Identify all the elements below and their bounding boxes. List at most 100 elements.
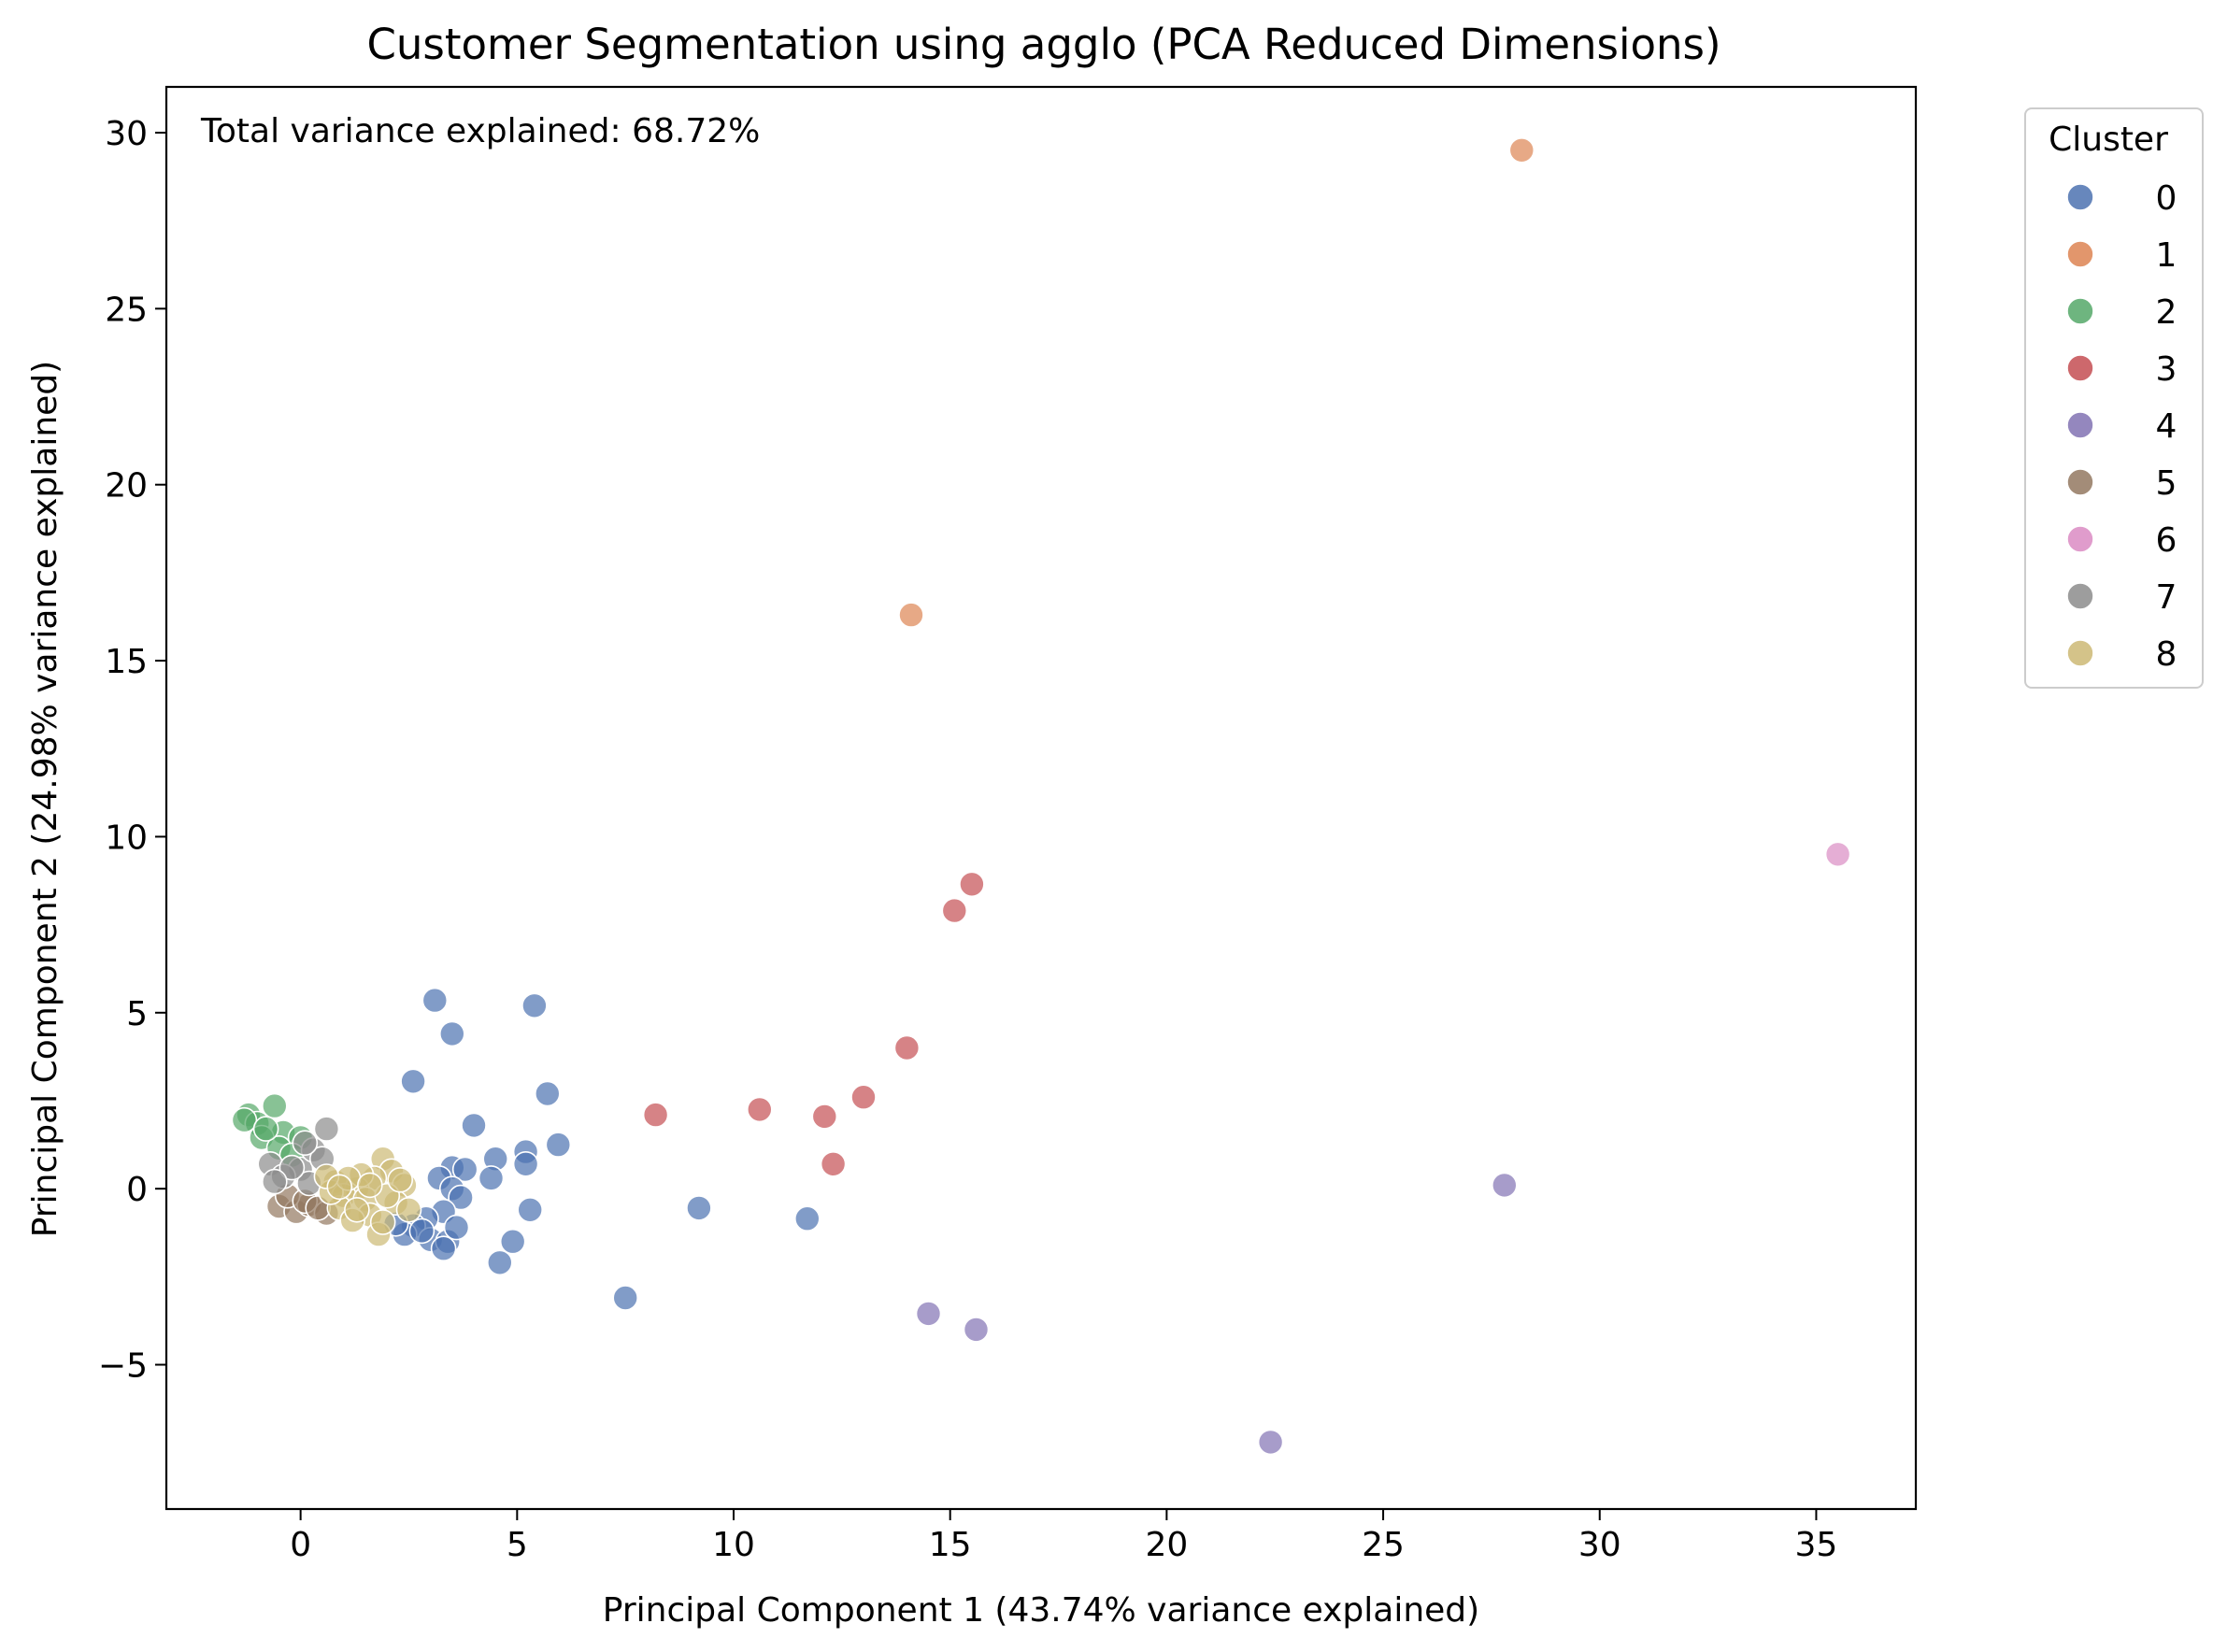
data-point — [1257, 1429, 1284, 1456]
legend-marker — [2066, 297, 2094, 325]
series-cluster-3 — [642, 871, 985, 1177]
x-tick-label: 15 — [929, 1526, 972, 1564]
data-point — [430, 1235, 457, 1261]
legend-item-cluster-4: 4 — [2066, 407, 2177, 446]
data-point — [517, 1197, 544, 1223]
legend-label: 0 — [2156, 179, 2177, 218]
legend-label: 4 — [2156, 407, 2177, 446]
y-tick-label: 10 — [105, 819, 148, 857]
legend-entries: 0 1 2 3 4 5 6 7 8 — [2066, 179, 2177, 674]
data-point — [915, 1301, 942, 1327]
data-point — [387, 1167, 414, 1193]
series-cluster-4 — [915, 1172, 1518, 1456]
y-axis-label: Principal Component 2 (24.98% variance e… — [26, 361, 64, 1237]
data-point — [356, 1172, 383, 1199]
legend-title: Cluster — [2049, 121, 2168, 159]
data-point — [261, 1092, 288, 1119]
data-point — [395, 1197, 422, 1223]
data-point — [461, 1112, 487, 1139]
legend-label: 7 — [2156, 578, 2177, 617]
data-point — [941, 897, 968, 924]
x-axis-ticks: 0 5 10 15 20 25 30 35 — [290, 1509, 1837, 1564]
data-point — [746, 1096, 773, 1123]
data-point — [448, 1184, 474, 1211]
data-point — [793, 1205, 821, 1232]
legend-item-cluster-0: 0 — [2066, 179, 2177, 218]
data-point — [499, 1228, 526, 1255]
legend-label: 5 — [2156, 464, 2177, 503]
data-point — [421, 987, 449, 1014]
series-cluster-6 — [1824, 841, 1851, 868]
data-point — [344, 1197, 370, 1223]
x-tick-label: 25 — [1362, 1526, 1405, 1564]
data-point — [252, 1116, 279, 1142]
data-point — [400, 1068, 426, 1095]
chart-title: Customer Segmentation using agglo (PCA R… — [366, 20, 1720, 69]
data-point — [408, 1218, 435, 1245]
y-tick-label: −5 — [98, 1347, 148, 1386]
series-cluster-7 — [257, 1116, 340, 1197]
x-tick-label: 5 — [507, 1526, 528, 1564]
y-tick-label: 15 — [105, 643, 148, 681]
data-point — [478, 1165, 505, 1191]
legend-marker — [2066, 582, 2094, 610]
legend-item-cluster-5: 5 — [2066, 464, 2177, 503]
data-points — [231, 137, 1851, 1456]
legend: Cluster 0 1 2 3 4 5 6 7 8 — [2024, 107, 2204, 689]
data-point — [545, 1132, 572, 1158]
data-point — [898, 602, 924, 628]
data-point — [1492, 1172, 1518, 1199]
legend-marker — [2066, 525, 2094, 553]
legend-item-cluster-6: 6 — [2066, 521, 2177, 560]
data-point — [850, 1084, 877, 1110]
data-point — [326, 1174, 353, 1201]
legend-label: 6 — [2156, 521, 2177, 560]
data-point — [438, 1020, 465, 1047]
data-point — [959, 871, 985, 898]
data-point — [451, 1156, 478, 1183]
legend-marker — [2066, 240, 2094, 268]
variance-annotation: Total variance explained: 68.72% — [200, 112, 760, 150]
data-point — [313, 1116, 340, 1142]
data-point — [486, 1249, 513, 1276]
legend-label: 2 — [2156, 293, 2177, 332]
data-point — [1508, 137, 1535, 164]
data-point — [292, 1130, 319, 1156]
x-tick-label: 30 — [1578, 1526, 1621, 1564]
data-point — [278, 1154, 306, 1181]
data-point — [612, 1285, 639, 1311]
data-point — [820, 1151, 847, 1177]
data-point — [369, 1209, 396, 1235]
legend-marker — [2066, 183, 2094, 211]
plot-frame — [164, 85, 1918, 1511]
x-tick-label: 0 — [290, 1526, 311, 1564]
data-point — [1824, 841, 1851, 868]
x-tick-label: 35 — [1795, 1526, 1838, 1564]
y-tick-label: 5 — [126, 995, 148, 1033]
legend-marker — [2066, 411, 2094, 439]
legend-item-cluster-8: 8 — [2066, 635, 2177, 674]
legend-item-cluster-2: 2 — [2066, 293, 2177, 332]
legend-label: 3 — [2156, 350, 2177, 389]
legend-marker — [2066, 468, 2094, 496]
legend-item-cluster-7: 7 — [2066, 578, 2177, 617]
legend-marker — [2066, 354, 2094, 382]
y-tick-label: 20 — [105, 467, 148, 506]
data-point — [963, 1317, 990, 1343]
x-axis-label: Principal Component 1 (43.74% variance e… — [603, 1591, 1479, 1630]
y-axis-ticks: −5 0 5 10 15 20 25 30 — [98, 115, 166, 1386]
y-tick-label: 0 — [126, 1171, 148, 1209]
legend-item-cluster-1: 1 — [2066, 236, 2177, 275]
data-point — [686, 1195, 712, 1221]
legend-item-cluster-3: 3 — [2066, 350, 2177, 389]
legend-marker — [2066, 639, 2094, 667]
data-point — [261, 1168, 288, 1195]
series-cluster-8 — [313, 1146, 422, 1247]
data-point — [811, 1104, 838, 1130]
data-point — [231, 1106, 258, 1133]
y-tick-label: 30 — [105, 115, 148, 153]
legend-label: 8 — [2156, 635, 2177, 674]
data-point — [642, 1102, 669, 1128]
series-cluster-1 — [898, 137, 1535, 628]
